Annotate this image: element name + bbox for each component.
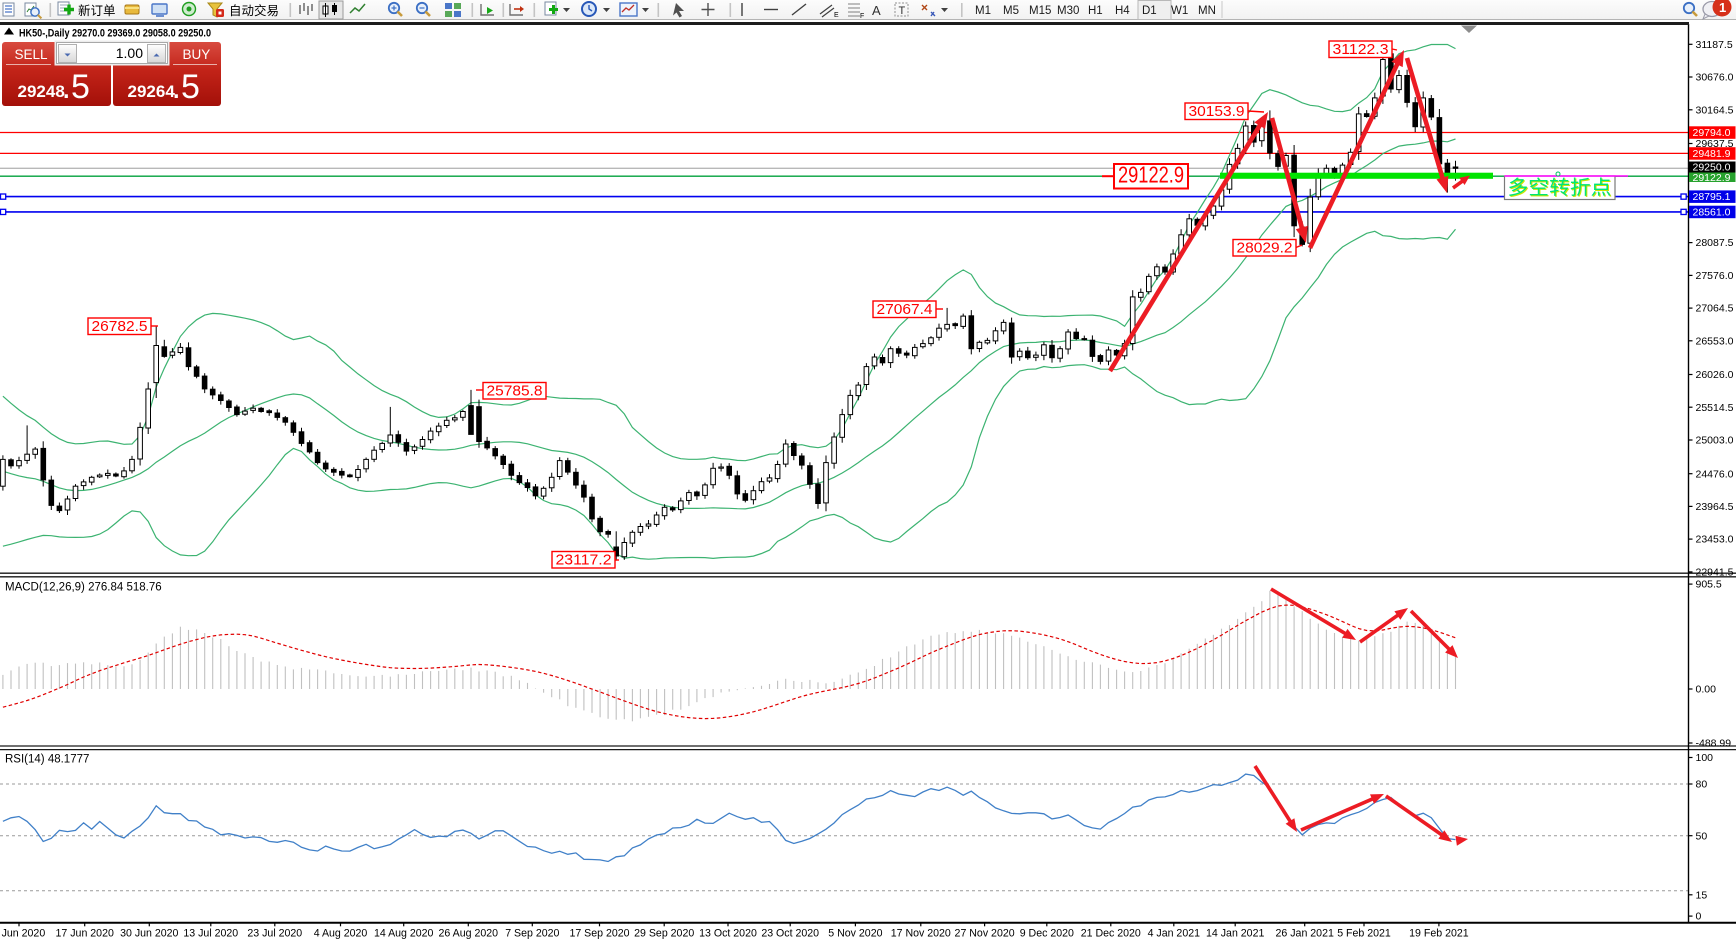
svg-text:0.00: 0.00: [1696, 684, 1717, 696]
svg-text:28795.1: 28795.1: [1693, 191, 1731, 203]
svg-text:100: 100: [1696, 752, 1714, 764]
svg-text:19 Feb 2021: 19 Feb 2021: [1409, 928, 1469, 939]
svg-text:23 Oct 2020: 23 Oct 2020: [761, 928, 819, 939]
svg-text:29481.9: 29481.9: [1693, 148, 1731, 160]
svg-text:4 Jan 2021: 4 Jan 2021: [1148, 928, 1201, 939]
svg-text:30676.0: 30676.0: [1696, 72, 1734, 84]
svg-text:13 Jul 2020: 13 Jul 2020: [183, 928, 238, 939]
svg-text:23964.5: 23964.5: [1696, 501, 1734, 513]
svg-text:13 Oct 2020: 13 Oct 2020: [699, 928, 757, 939]
svg-text:26782.5: 26782.5: [92, 319, 148, 335]
svg-text:80: 80: [1696, 779, 1708, 791]
svg-text:5 Jun 2020: 5 Jun 2020: [0, 928, 45, 939]
svg-text:905.5: 905.5: [1696, 579, 1722, 591]
svg-text:M5: M5: [1003, 5, 1019, 17]
svg-text:29 Sep 2020: 29 Sep 2020: [634, 928, 694, 939]
svg-text:1: 1: [1719, 0, 1726, 15]
svg-text:27064.5: 27064.5: [1696, 303, 1734, 315]
svg-text:HK50-,Daily 29270.0 29369.0 2: HK50-,Daily 29270.0 29369.0 29058.0 2925…: [19, 28, 211, 40]
svg-text:RSI(14) 48.1777: RSI(14) 48.1777: [5, 754, 89, 766]
svg-text:30153.9: 30153.9: [1189, 104, 1245, 120]
svg-text:21 Dec 2020: 21 Dec 2020: [1081, 928, 1141, 939]
svg-text:D1: D1: [1142, 5, 1157, 17]
svg-text:14 Aug 2020: 14 Aug 2020: [374, 928, 434, 939]
svg-text:17 Nov 2020: 17 Nov 2020: [891, 928, 951, 939]
svg-text:T: T: [899, 5, 906, 17]
svg-text:5 Feb 2021: 5 Feb 2021: [1337, 928, 1391, 939]
svg-text:4 Aug 2020: 4 Aug 2020: [314, 928, 368, 939]
svg-text:31122.3: 31122.3: [1333, 42, 1389, 58]
svg-text:26553.0: 26553.0: [1696, 335, 1734, 347]
svg-text:MN: MN: [1198, 5, 1216, 17]
svg-text:27067.4: 27067.4: [877, 302, 933, 318]
svg-text:7 Sep 2020: 7 Sep 2020: [505, 928, 559, 939]
svg-text:-488.99: -488.99: [1696, 738, 1732, 750]
svg-text:15: 15: [1696, 889, 1708, 901]
svg-text:多空转折点: 多空转折点: [1508, 177, 1612, 199]
svg-text:22941.5: 22941.5: [1696, 567, 1734, 579]
svg-text:30164.5: 30164.5: [1696, 104, 1734, 116]
svg-text:29794.0: 29794.0: [1693, 127, 1731, 139]
svg-text:5 Nov 2020: 5 Nov 2020: [828, 928, 882, 939]
svg-text:26 Aug 2020: 26 Aug 2020: [439, 928, 499, 939]
svg-text:29122.9: 29122.9: [1118, 162, 1184, 188]
svg-text:30 Jun 2020: 30 Jun 2020: [120, 928, 178, 939]
svg-text:MACD(12,26,9) 276.84 518.76: MACD(12,26,9) 276.84 518.76: [5, 582, 162, 594]
svg-text:25514.5: 25514.5: [1696, 402, 1734, 414]
svg-text:多空转折点: 多空转折点: [1509, 178, 1613, 200]
svg-text:27576.0: 27576.0: [1696, 270, 1734, 282]
svg-text:自动交易: 自动交易: [229, 3, 279, 18]
svg-text:25003.0: 25003.0: [1696, 435, 1734, 447]
svg-text:M15: M15: [1029, 5, 1051, 17]
svg-text:28561.0: 28561.0: [1693, 207, 1731, 219]
svg-text:25785.8: 25785.8: [487, 384, 543, 400]
svg-text:H4: H4: [1115, 5, 1130, 17]
svg-text:14 Jan 2021: 14 Jan 2021: [1206, 928, 1264, 939]
svg-text:24476.0: 24476.0: [1696, 468, 1734, 480]
svg-text:28087.5: 28087.5: [1696, 237, 1734, 249]
svg-text:W1: W1: [1171, 5, 1188, 17]
svg-text:A: A: [872, 3, 881, 18]
svg-text:17 Sep 2020: 17 Sep 2020: [569, 928, 629, 939]
svg-text:23 Jul 2020: 23 Jul 2020: [247, 928, 302, 939]
svg-text:0: 0: [1696, 911, 1702, 923]
svg-text:29637.5: 29637.5: [1696, 138, 1734, 150]
svg-text:28029.2: 28029.2: [1237, 241, 1293, 257]
svg-text:27 Nov 2020: 27 Nov 2020: [955, 928, 1015, 939]
svg-text:M1: M1: [975, 5, 991, 17]
svg-text:E: E: [834, 12, 839, 19]
svg-text:H1: H1: [1088, 5, 1103, 17]
svg-text:31187.5: 31187.5: [1696, 39, 1733, 51]
svg-text:9 Dec 2020: 9 Dec 2020: [1020, 928, 1074, 939]
svg-text:新订单: 新订单: [78, 3, 116, 18]
svg-text:17 Jun 2020: 17 Jun 2020: [56, 928, 114, 939]
svg-text:F: F: [860, 13, 864, 20]
svg-text:26 Jan 2021: 26 Jan 2021: [1276, 928, 1334, 939]
svg-text:29250.0: 29250.0: [1693, 162, 1731, 174]
svg-text:23453.0: 23453.0: [1696, 534, 1734, 546]
svg-text:M30: M30: [1057, 5, 1079, 17]
svg-text:29122.9: 29122.9: [1693, 172, 1731, 184]
svg-text:23117.2: 23117.2: [556, 553, 612, 569]
svg-text:50: 50: [1696, 830, 1708, 842]
svg-text:26026.0: 26026.0: [1696, 369, 1734, 381]
